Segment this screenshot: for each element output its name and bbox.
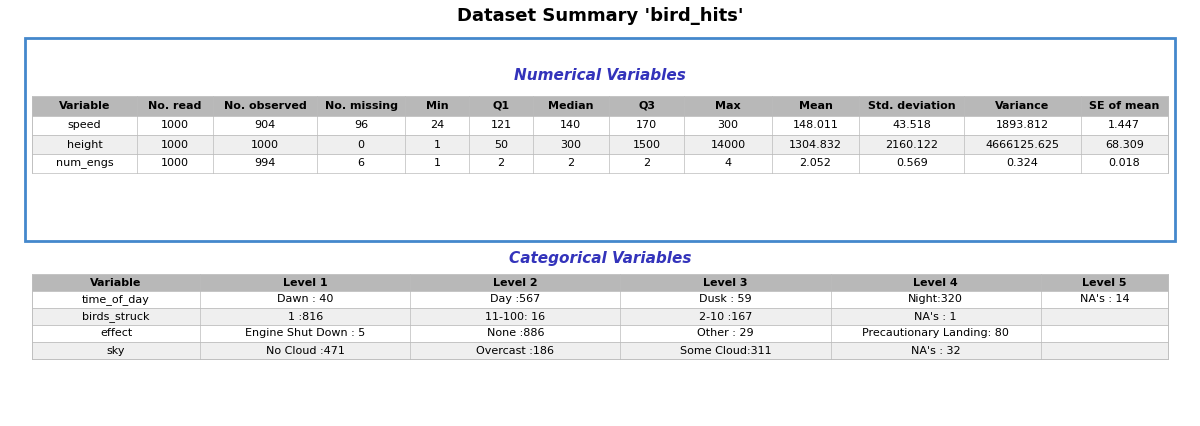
Text: Dusk : 59: Dusk : 59 — [700, 294, 752, 305]
Text: Level 2: Level 2 — [493, 277, 538, 288]
Text: Overcast :186: Overcast :186 — [476, 345, 554, 356]
Text: 140: 140 — [560, 121, 582, 130]
Text: Day :567: Day :567 — [491, 294, 540, 305]
Text: 2160.122: 2160.122 — [886, 139, 938, 150]
Text: 121: 121 — [491, 121, 511, 130]
Text: birds_struck: birds_struck — [83, 311, 150, 322]
Text: Variance: Variance — [995, 101, 1050, 111]
Text: 2: 2 — [568, 158, 575, 169]
Text: 14000: 14000 — [710, 139, 745, 150]
Bar — [32, 274, 1168, 291]
Text: 1000: 1000 — [161, 121, 188, 130]
Text: No. missing: No. missing — [325, 101, 397, 111]
Bar — [32, 116, 1168, 135]
Text: Dawn : 40: Dawn : 40 — [277, 294, 334, 305]
Text: speed: speed — [67, 121, 101, 130]
Bar — [32, 135, 1168, 154]
Text: 2: 2 — [498, 158, 504, 169]
Text: Level 1: Level 1 — [283, 277, 328, 288]
Text: 1000: 1000 — [251, 139, 280, 150]
Bar — [32, 96, 1168, 116]
Text: NA's : 14: NA's : 14 — [1080, 294, 1129, 305]
Text: No. observed: No. observed — [223, 101, 306, 111]
Bar — [25, 38, 1175, 241]
Bar — [32, 342, 1168, 359]
Text: Night:320: Night:320 — [908, 294, 964, 305]
Text: None :886: None :886 — [487, 328, 544, 339]
Text: Q1: Q1 — [492, 101, 510, 111]
Text: Other : 29: Other : 29 — [697, 328, 754, 339]
Text: Max: Max — [715, 101, 740, 111]
Text: 1000: 1000 — [161, 139, 188, 150]
Text: 300: 300 — [560, 139, 581, 150]
Text: 43.518: 43.518 — [893, 121, 931, 130]
Text: 2.052: 2.052 — [799, 158, 832, 169]
Text: Dataset Summary 'bird_hits': Dataset Summary 'bird_hits' — [457, 7, 743, 25]
Text: Level 3: Level 3 — [703, 277, 748, 288]
Text: 0.018: 0.018 — [1109, 158, 1140, 169]
Text: Precautionary Landing: 80: Precautionary Landing: 80 — [863, 328, 1009, 339]
Text: Std. deviation: Std. deviation — [868, 101, 955, 111]
Text: Q3: Q3 — [638, 101, 655, 111]
Text: 68.309: 68.309 — [1105, 139, 1144, 150]
Text: 1: 1 — [433, 139, 440, 150]
Text: Variable: Variable — [90, 277, 142, 288]
Text: 1.447: 1.447 — [1109, 121, 1140, 130]
Text: 300: 300 — [718, 121, 739, 130]
Text: No. read: No. read — [148, 101, 202, 111]
Bar — [32, 325, 1168, 342]
Text: Min: Min — [426, 101, 448, 111]
Text: Engine Shut Down : 5: Engine Shut Down : 5 — [245, 328, 365, 339]
Text: 994: 994 — [254, 158, 276, 169]
Text: 4: 4 — [725, 158, 732, 169]
Bar — [32, 154, 1168, 173]
Text: Median: Median — [548, 101, 594, 111]
Text: 2-10 :167: 2-10 :167 — [698, 311, 752, 322]
Text: num_engs: num_engs — [55, 158, 113, 169]
Text: Mean: Mean — [799, 101, 833, 111]
Text: Level 5: Level 5 — [1082, 277, 1127, 288]
Text: 2: 2 — [643, 158, 650, 169]
Text: 1 :816: 1 :816 — [288, 311, 323, 322]
Text: 96: 96 — [354, 121, 368, 130]
Text: 1000: 1000 — [161, 158, 188, 169]
Text: 24: 24 — [430, 121, 444, 130]
Text: 0.324: 0.324 — [1007, 158, 1038, 169]
Text: Numerical Variables: Numerical Variables — [514, 69, 686, 83]
Text: Some Cloud:311: Some Cloud:311 — [679, 345, 772, 356]
Bar — [32, 291, 1168, 308]
Text: 4666125.625: 4666125.625 — [985, 139, 1060, 150]
Bar — [32, 308, 1168, 325]
Text: No Cloud :471: No Cloud :471 — [265, 345, 344, 356]
Text: 1304.832: 1304.832 — [790, 139, 842, 150]
Text: time_of_day: time_of_day — [82, 294, 150, 305]
Text: effect: effect — [100, 328, 132, 339]
Text: 0.569: 0.569 — [895, 158, 928, 169]
Text: 1500: 1500 — [632, 139, 661, 150]
Text: height: height — [66, 139, 102, 150]
Text: 6: 6 — [358, 158, 365, 169]
Text: 11-100: 16: 11-100: 16 — [485, 311, 546, 322]
Text: 148.011: 148.011 — [793, 121, 839, 130]
Text: Variable: Variable — [59, 101, 110, 111]
Text: Categorical Variables: Categorical Variables — [509, 250, 691, 265]
Text: 1: 1 — [433, 158, 440, 169]
Text: 50: 50 — [494, 139, 508, 150]
Text: Level 4: Level 4 — [913, 277, 958, 288]
Text: SE of mean: SE of mean — [1090, 101, 1159, 111]
Text: 170: 170 — [636, 121, 658, 130]
Text: NA's : 1: NA's : 1 — [914, 311, 956, 322]
Text: 0: 0 — [358, 139, 365, 150]
Text: 904: 904 — [254, 121, 276, 130]
Text: 1893.812: 1893.812 — [996, 121, 1049, 130]
Text: NA's : 32: NA's : 32 — [911, 345, 960, 356]
Text: sky: sky — [107, 345, 125, 356]
